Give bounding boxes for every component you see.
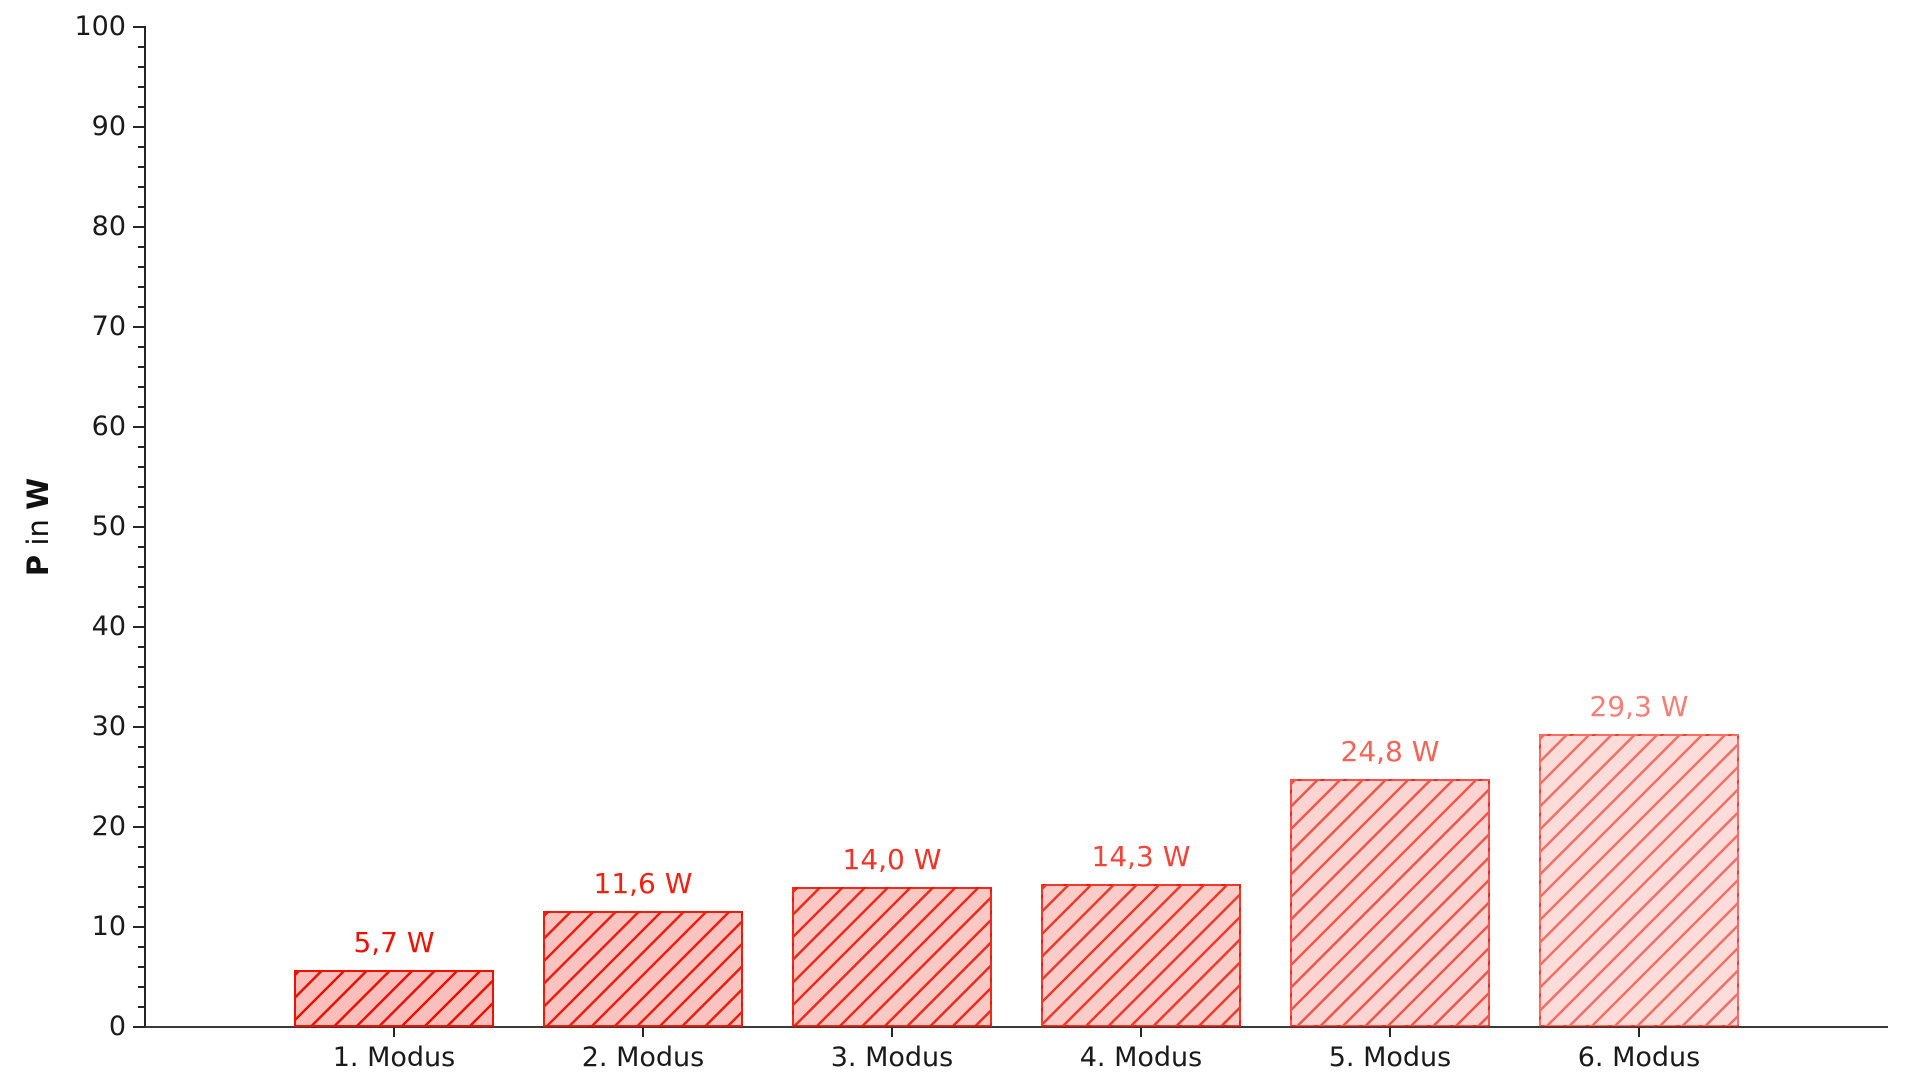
bar-value-label: 11,6 W (593, 867, 693, 900)
y-major-tick (133, 126, 145, 128)
x-axis-spine (144, 1026, 1888, 1028)
y-minor-tick (138, 606, 145, 608)
y-tick-label: 10 (91, 911, 126, 942)
y-major-tick (133, 626, 145, 628)
y-minor-tick (138, 746, 145, 748)
y-minor-tick (138, 186, 145, 188)
y-tick-label: 90 (91, 111, 126, 142)
y-minor-tick (138, 986, 145, 988)
y-minor-tick (138, 786, 145, 788)
y-minor-tick (138, 306, 145, 308)
x-tick-label: 4. Modus (1079, 1042, 1203, 1073)
y-minor-tick (138, 66, 145, 68)
bar-2-modus (543, 911, 743, 1027)
bar-1-modus (294, 970, 494, 1027)
y-minor-tick (138, 1006, 145, 1008)
bar-value-label: 29,3 W (1589, 690, 1689, 723)
y-minor-tick (138, 666, 145, 668)
y-tick-label: 40 (91, 611, 126, 642)
y-tick-label: 70 (91, 311, 126, 342)
y-major-tick (133, 826, 145, 828)
y-minor-tick (138, 446, 145, 448)
y-minor-tick (138, 86, 145, 88)
y-minor-tick (138, 846, 145, 848)
y-minor-tick (138, 106, 145, 108)
y-minor-tick (138, 246, 145, 248)
x-tick (891, 1028, 893, 1037)
y-major-tick (133, 526, 145, 528)
y-minor-tick (138, 466, 145, 468)
y-minor-tick (138, 166, 145, 168)
y-tick-label: 100 (74, 11, 126, 42)
y-minor-tick (138, 966, 145, 968)
y-tick-label: 0 (108, 1011, 126, 1042)
y-minor-tick (138, 266, 145, 268)
x-tick-label: 5. Modus (1328, 1042, 1452, 1073)
x-tick (393, 1028, 395, 1037)
y-minor-tick (138, 346, 145, 348)
bar-value-label: 14,3 W (1091, 840, 1191, 873)
bar-value-label: 24,8 W (1340, 735, 1440, 768)
y-minor-tick (138, 806, 145, 808)
y-major-tick (133, 226, 145, 228)
x-tick-label: 3. Modus (830, 1042, 954, 1073)
y-major-tick (133, 26, 145, 28)
y-minor-tick (138, 146, 145, 148)
y-minor-tick (138, 686, 145, 688)
bar-value-label: 14,0 W (842, 843, 942, 876)
y-minor-tick (138, 486, 145, 488)
y-minor-tick (138, 706, 145, 708)
y-major-tick (133, 726, 145, 728)
x-tick (1389, 1028, 1391, 1037)
y-axis-spine (144, 26, 146, 1028)
bar-3-modus (792, 887, 992, 1027)
x-tick (1638, 1028, 1640, 1037)
y-major-tick (133, 426, 145, 428)
y-minor-tick (138, 286, 145, 288)
y-minor-tick (138, 386, 145, 388)
y-minor-tick (138, 206, 145, 208)
y-minor-tick (138, 906, 145, 908)
x-tick (1140, 1028, 1142, 1037)
x-tick-label: 2. Modus (581, 1042, 705, 1073)
y-tick-label: 20 (91, 811, 126, 842)
bar-4-modus (1041, 884, 1241, 1027)
y-minor-tick (138, 406, 145, 408)
x-tick-label: 6. Modus (1577, 1042, 1701, 1073)
y-minor-tick (138, 586, 145, 588)
y-minor-tick (138, 886, 145, 888)
y-minor-tick (138, 766, 145, 768)
bar-6-modus (1539, 734, 1739, 1027)
bar-5-modus (1290, 779, 1490, 1027)
y-minor-tick (138, 46, 145, 48)
x-tick-label: 1. Modus (332, 1042, 456, 1073)
y-minor-tick (138, 506, 145, 508)
y-tick-label: 50 (91, 511, 126, 542)
y-minor-tick (138, 946, 145, 948)
y-major-tick (133, 926, 145, 928)
y-tick-label: 80 (91, 211, 126, 242)
y-major-tick (133, 326, 145, 328)
y-minor-tick (138, 546, 145, 548)
bar-value-label: 5,7 W (353, 926, 435, 959)
y-minor-tick (138, 646, 145, 648)
x-tick (642, 1028, 644, 1037)
y-minor-tick (138, 566, 145, 568)
y-minor-tick (138, 366, 145, 368)
y-tick-label: 30 (91, 711, 126, 742)
y-tick-label: 60 (91, 411, 126, 442)
y-minor-tick (138, 866, 145, 868)
y-major-tick (133, 1026, 145, 1028)
